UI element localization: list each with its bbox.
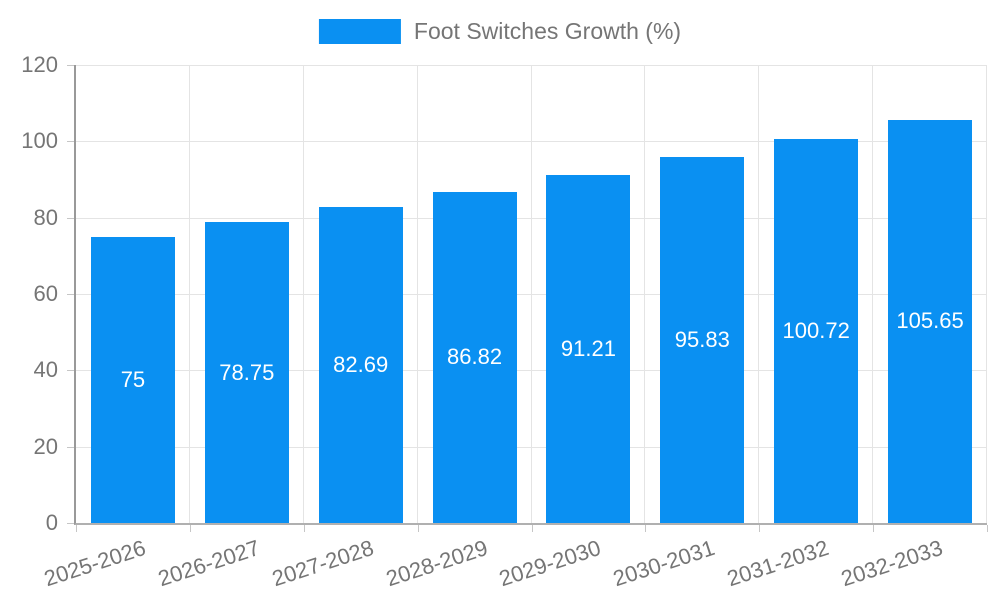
bar[interactable]: 82.69 <box>318 207 403 523</box>
h-gridline <box>76 65 987 66</box>
y-axis-tick <box>67 370 74 372</box>
x-axis-tick <box>76 525 77 532</box>
x-axis-tick <box>759 525 761 532</box>
x-axis-tick <box>873 525 875 532</box>
y-axis-tick-label: 0 <box>45 510 58 535</box>
y-axis-tick-label: 100 <box>21 128 58 154</box>
bar-value-label: 75 <box>120 366 146 392</box>
bar-value-label: 86.82 <box>447 344 503 370</box>
plot-area: 75 2025-2026 78.75 2026-2027 82.69 2027-2028 8… <box>41 65 988 591</box>
v-gridline <box>986 65 987 523</box>
y-axis-tick-label: 60 <box>33 281 58 306</box>
y-axis-tick <box>67 141 74 143</box>
x-axis-tick <box>189 525 191 532</box>
h-gridline <box>76 217 987 219</box>
h-gridline <box>76 370 987 372</box>
legend-label: Foot Switches Growth (%) <box>413 18 682 44</box>
bar[interactable]: 86.82 <box>432 191 517 523</box>
bar-value-label: 95.83 <box>674 327 730 353</box>
bar-value-label: 100.72 <box>782 317 850 343</box>
legend-item[interactable]: Foot Switches Growth (%) <box>318 18 682 45</box>
x-axis-tick <box>303 525 305 532</box>
bar[interactable]: 100.72 <box>774 138 859 523</box>
y-axis-tick-label: 20 <box>33 433 58 459</box>
bar[interactable]: 105.65 <box>888 119 973 523</box>
bar[interactable]: 95.83 <box>660 157 745 523</box>
h-gridline <box>76 446 987 448</box>
y-axis-tick <box>67 446 74 448</box>
y-axis-tick <box>67 65 74 66</box>
v-gridline <box>758 65 760 523</box>
x-axis-tick <box>987 525 988 532</box>
v-gridline <box>644 65 646 523</box>
y-axis-tick-label: 40 <box>33 357 58 383</box>
v-gridline <box>530 65 532 523</box>
h-gridline <box>76 141 987 143</box>
x-axis-tick <box>417 525 419 532</box>
v-gridline <box>416 65 418 523</box>
y-axis-tick-label: 120 <box>21 52 58 77</box>
bar[interactable]: 75 <box>90 236 175 523</box>
x-axis-tick <box>531 525 533 532</box>
y-axis-labels: 0 20 40 60 80 100 120 <box>0 52 58 535</box>
v-gridline <box>302 65 304 523</box>
y-axis-tick <box>67 294 74 295</box>
bar-value-label: 105.65 <box>896 308 964 334</box>
bar-value-label: 78.75 <box>219 359 275 385</box>
y-axis-tick <box>67 217 74 219</box>
x-axis-tick <box>645 525 647 532</box>
legend-swatch <box>318 19 401 44</box>
bar[interactable]: 91.21 <box>546 174 631 523</box>
v-gridline <box>872 65 874 523</box>
bar[interactable]: 78.75 <box>204 222 289 523</box>
bar-value-label: 82.69 <box>333 352 389 378</box>
v-gridline <box>188 65 190 523</box>
y-axis-tick <box>67 523 74 524</box>
bar-value-label: 91.21 <box>560 335 616 361</box>
y-axis-tick-label: 80 <box>33 204 58 230</box>
h-gridline <box>76 294 987 295</box>
